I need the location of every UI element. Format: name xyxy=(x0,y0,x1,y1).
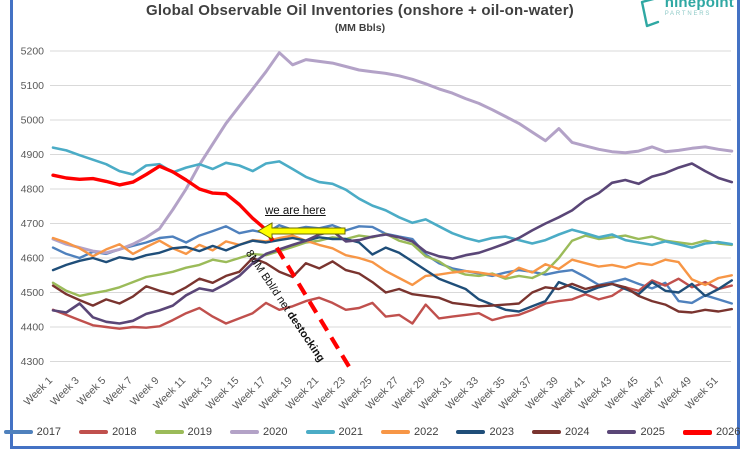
chart-subtitle: (MM Bbls) xyxy=(334,22,386,34)
legend-label-2023: 2023 xyxy=(489,426,514,438)
series-line-2020 xyxy=(51,51,734,255)
series-line-2018 xyxy=(51,277,733,330)
series-line-2024 xyxy=(51,256,733,314)
legend-swatch-2024 xyxy=(531,430,561,434)
legend-swatch-2021 xyxy=(305,430,335,434)
ninepoint-logo: ninepoint PARTNERS xyxy=(639,0,734,29)
y-tick-label: 5200 xyxy=(21,46,45,58)
chart-legend: 2017 2018 2019 2020 2021 2022 2023 2024 2025 2026 xyxy=(3,426,740,438)
legend-label-2018: 2018 xyxy=(112,426,137,438)
legend-swatch-2020 xyxy=(230,430,260,434)
legend-item-2018: 2018 xyxy=(79,426,137,438)
y-tick-label: 5000 xyxy=(21,115,45,127)
logo-subtext: PARTNERS xyxy=(664,11,712,17)
x-tick-label: Week 1 xyxy=(22,375,56,409)
legend-label-2019: 2019 xyxy=(187,426,213,438)
destocking-projection-line xyxy=(264,228,353,372)
chart-title: Global Observable Oil Inventories (onsho… xyxy=(146,2,574,19)
legend-swatch-2023 xyxy=(456,430,486,434)
legend-item-2017: 2017 xyxy=(3,426,62,438)
legend-label-2026: 2026 xyxy=(715,426,741,438)
legend-label-2022: 2022 xyxy=(414,426,439,438)
legend-swatch-2025 xyxy=(607,430,637,434)
legend-label-2025: 2025 xyxy=(640,426,665,438)
legend-item-2020: 2020 xyxy=(230,426,288,438)
x-tick-label: Week 5 xyxy=(75,375,109,409)
y-tick-label: 4800 xyxy=(21,184,45,196)
logo-name: ninepoint xyxy=(664,0,734,11)
legend-item-2019: 2019 xyxy=(154,426,213,438)
legend-swatch-2018 xyxy=(79,430,109,434)
y-tick-label: 4300 xyxy=(21,356,45,368)
legend-item-2021: 2021 xyxy=(305,426,363,438)
x-tick-label: Week 7 xyxy=(101,375,135,409)
legend-item-2026: 2026 xyxy=(682,426,741,438)
legend-label-2024: 2024 xyxy=(564,426,590,438)
legend-item-2025: 2025 xyxy=(607,426,665,438)
chart-frame xyxy=(10,0,740,449)
y-tick-label: 4600 xyxy=(21,253,45,265)
ninepoint-logo-icon xyxy=(640,0,659,28)
legend-item-2022: 2022 xyxy=(381,426,438,438)
legend-swatch-2026 xyxy=(682,429,712,435)
y-tick-label: 4700 xyxy=(21,218,45,230)
legend-swatch-2019 xyxy=(154,430,184,434)
legend-item-2023: 2023 xyxy=(456,426,514,438)
we-are-here-annotation: we are here xyxy=(265,205,326,217)
we-are-here-arrow-icon xyxy=(256,222,346,240)
legend-label-2020: 2020 xyxy=(263,426,288,438)
legend-label-2021: 2021 xyxy=(338,426,363,438)
legend-item-2024: 2024 xyxy=(531,426,590,438)
series-line-2025 xyxy=(51,162,734,325)
series-line-2026 xyxy=(51,164,268,232)
y-tick-label: 4500 xyxy=(21,287,45,299)
y-tick-label: 4900 xyxy=(21,149,45,161)
y-tick-label: 4400 xyxy=(21,322,45,334)
legend-swatch-2022 xyxy=(381,430,410,434)
x-tick-label: Week 3 xyxy=(48,375,82,409)
y-tick-label: 5100 xyxy=(21,80,45,92)
legend-swatch-2017 xyxy=(3,430,33,434)
legend-label-2017: 2017 xyxy=(36,426,62,438)
series-line-2022 xyxy=(51,234,733,287)
